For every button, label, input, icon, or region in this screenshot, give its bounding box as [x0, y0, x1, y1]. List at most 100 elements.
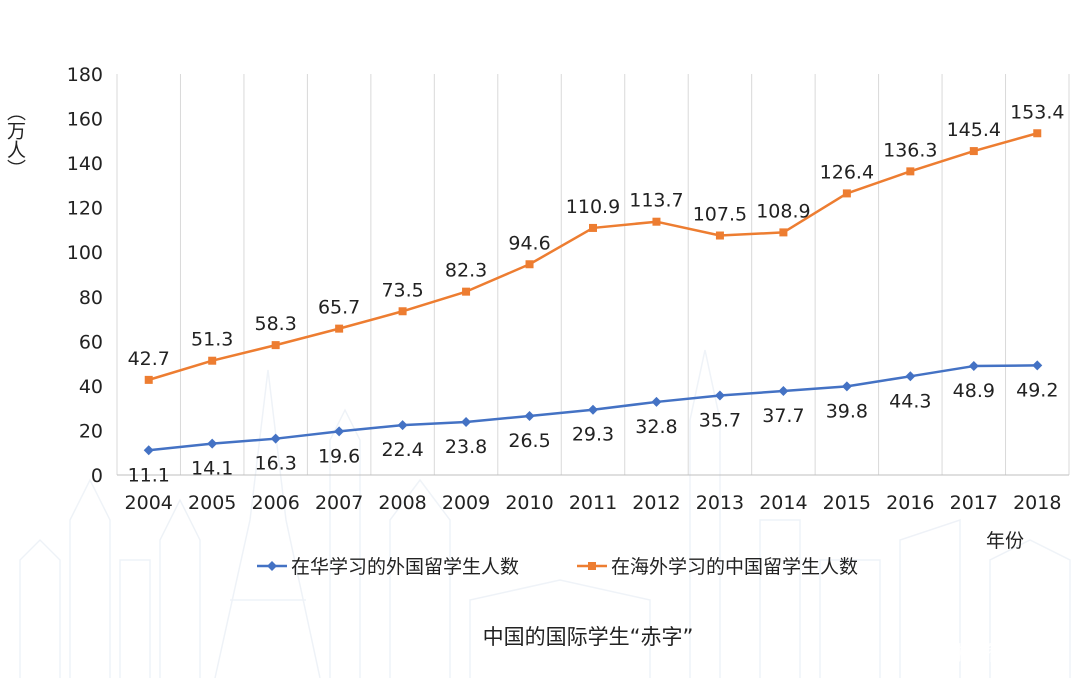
data-label: 110.9: [566, 196, 620, 218]
data-point: [462, 287, 471, 296]
series-1: 11.1 14.1 16.3 19.6 22.4 23.8 26.5 29.3 32.8 35.7…: [128, 360, 1058, 486]
data-label: 26.5: [508, 430, 550, 452]
y-tick-label: 120: [67, 198, 103, 220]
series-line-2: [148, 132, 1038, 382]
data-label: 51.3: [191, 329, 233, 351]
data-label: 153.4: [1010, 101, 1064, 123]
x-tick-label: 2014: [759, 492, 807, 514]
data-point: [1032, 360, 1043, 371]
data-point: [714, 390, 725, 401]
x-tick-label: 2012: [632, 492, 680, 514]
x-tick-label: 2017: [950, 492, 998, 514]
y-tick-label: 0: [91, 465, 103, 487]
data-point: [589, 223, 597, 232]
data-label: 19.6: [318, 445, 360, 467]
y-tick-label: 40: [79, 376, 103, 398]
data-point: [207, 438, 218, 449]
data-point: [334, 426, 345, 437]
data-point: [271, 341, 280, 350]
data-point: [461, 416, 472, 427]
data-label: 35.7: [699, 409, 741, 431]
data-label: 22.4: [381, 439, 423, 461]
data-label: 65.7: [318, 297, 360, 319]
data-point: [524, 410, 535, 421]
data-label: 16.3: [255, 453, 297, 475]
data-label: 108.9: [756, 200, 810, 222]
y-tick-label: 80: [79, 287, 103, 309]
data-point: [335, 324, 344, 333]
data-label: 94.6: [508, 232, 550, 254]
data-point: [397, 420, 408, 431]
legend-marker-series-2: [588, 562, 596, 570]
x-tick-label: 2015: [823, 492, 871, 514]
data-label: 11.1: [128, 464, 170, 486]
data-label: 136.3: [883, 139, 937, 161]
data-point: [715, 231, 724, 240]
grid: [116, 74, 1070, 476]
y-tick-label: 20: [79, 420, 103, 442]
x-tick-label: 2007: [315, 492, 363, 514]
x-tick-label: 2013: [696, 492, 744, 514]
data-point: [652, 217, 661, 226]
y-tick-label: 160: [67, 109, 103, 131]
data-point: [588, 404, 598, 415]
data-point: [208, 356, 217, 365]
x-tick-label: 2005: [188, 492, 236, 514]
series-group: 11.1 14.1 16.3 19.6 22.4 23.8 26.5 29.3 32.8 35.7…: [128, 101, 1065, 486]
data-label: 113.7: [629, 190, 683, 212]
data-point: [778, 386, 789, 397]
legend-item-series-2: 在海外学习的中国留学生人数: [577, 556, 858, 578]
data-label: 32.8: [635, 416, 677, 438]
chart-caption: 中国的国际学生“赤字”: [483, 625, 694, 649]
x-axis-label: 年份: [986, 530, 1024, 552]
x-tick-label: 2018: [1013, 492, 1061, 514]
data-point: [651, 396, 662, 407]
data-label: 39.8: [826, 400, 868, 422]
x-tick-label: 2011: [569, 492, 617, 514]
data-point: [398, 307, 407, 316]
series-2: 42.7 51.3 58.3 65.7 73.5 82.3 94.6 110.9 113.7 10…: [128, 101, 1064, 384]
data-label: 145.4: [947, 119, 1001, 141]
data-point: [968, 361, 979, 372]
data-point: [143, 445, 154, 456]
data-label: 107.5: [693, 204, 747, 226]
x-tick-label: 2010: [505, 492, 553, 514]
data-label: 126.4: [820, 161, 874, 183]
data-label: 44.3: [889, 390, 931, 412]
data-label: 82.3: [445, 260, 487, 282]
data-point: [841, 381, 852, 392]
x-tick-label: 2004: [125, 492, 173, 514]
y-tick-label: 140: [67, 153, 103, 175]
data-point: [842, 189, 851, 198]
x-tick-label: 2009: [442, 492, 490, 514]
watermark-text: 头条 @全球化智库CCG: [860, 641, 1070, 665]
y-axis: 0 20 40 60 80 100 120 140 160 180: [67, 64, 103, 487]
data-label: 73.5: [381, 279, 423, 301]
data-label: 48.9: [953, 380, 995, 402]
data-label: 58.3: [255, 313, 297, 335]
data-point: [969, 147, 978, 156]
x-tick-label: 2006: [251, 492, 299, 514]
data-point: [1033, 129, 1042, 138]
y-tick-label: 180: [67, 64, 103, 86]
y-tick-label: 100: [67, 242, 103, 264]
legend-item-series-1: 在华学习的外国留学生人数: [257, 556, 519, 578]
x-tick-label: 2008: [378, 492, 426, 514]
data-point: [905, 371, 916, 382]
data-label: 29.3: [572, 424, 614, 446]
x-axis: 2004 2005 2006 2007 2008 2009 2010 2011 2012 2013…: [125, 492, 1062, 514]
data-label: 14.1: [191, 458, 233, 480]
y-axis-label: （万人）: [4, 102, 26, 178]
data-label: 23.8: [445, 436, 487, 458]
legend-label-series-2: 在海外学习的中国留学生人数: [611, 556, 858, 578]
data-point: [270, 433, 281, 444]
data-label: 37.7: [762, 405, 804, 427]
data-point: [906, 167, 915, 176]
background-skyline: [19, 349, 1071, 678]
y-tick-label: 60: [79, 331, 103, 353]
x-tick-label: 2016: [886, 492, 934, 514]
legend-marker-series-1: [267, 561, 277, 571]
legend: 在华学习的外国留学生人数 在海外学习的中国留学生人数: [257, 556, 858, 578]
data-label: 42.7: [128, 348, 170, 370]
